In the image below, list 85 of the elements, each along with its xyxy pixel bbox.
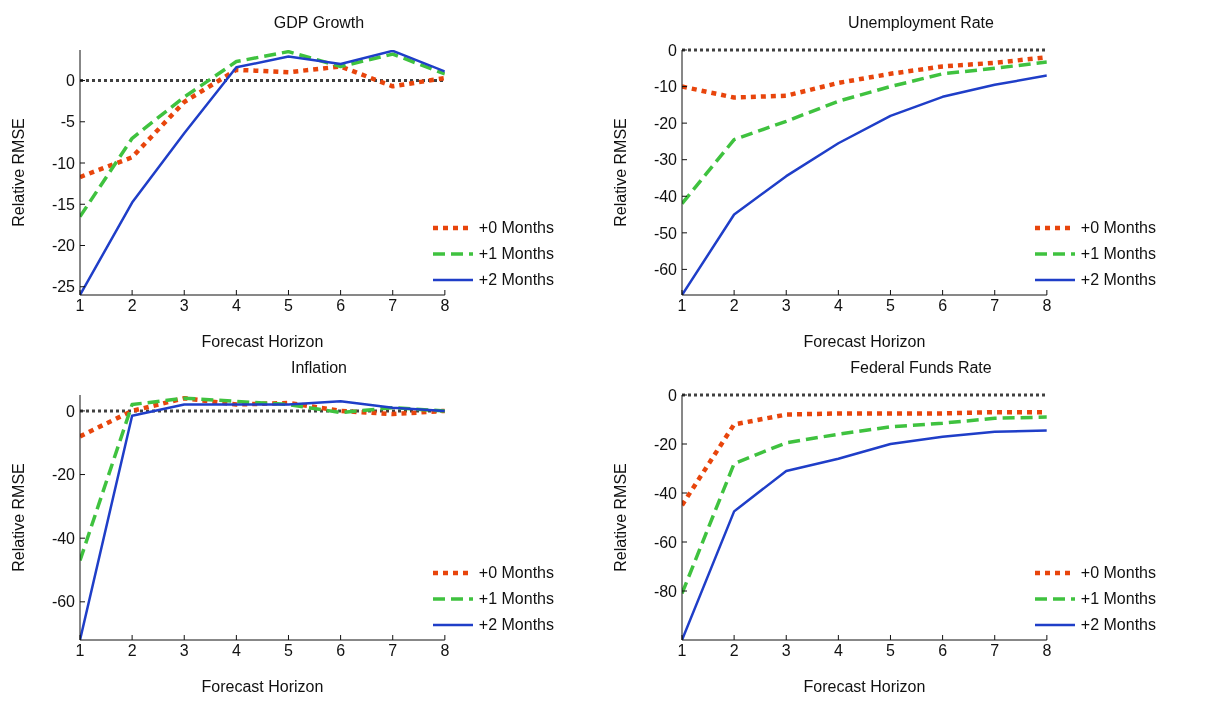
x-tick-label: 1 [75, 297, 85, 315]
line-series [682, 415, 1047, 596]
y-tick-label: -25 [51, 278, 76, 296]
y-tick-label: -60 [653, 261, 678, 279]
x-tick-label: 7 [388, 297, 398, 315]
x-tick-label: 7 [990, 297, 1000, 315]
x-tick-label: 1 [677, 297, 687, 315]
x-tick-label: 5 [284, 642, 294, 660]
x-tick-label: 8 [1042, 642, 1052, 660]
legend-label: +1 Months [478, 590, 554, 608]
x-tick-label: 6 [336, 642, 346, 660]
chart-title: Inflation [289, 359, 348, 377]
legend-label: +0 Months [478, 219, 554, 237]
y-tick-label: 0 [66, 402, 76, 420]
y-tick-label: -60 [653, 533, 678, 551]
y-tick-label: -10 [653, 78, 678, 96]
x-tick-label: 6 [336, 297, 346, 315]
y-axis-title: Relative RMSE [611, 118, 629, 227]
legend-label: +2 Months [478, 271, 554, 289]
y-axis-title: Relative RMSE [611, 463, 629, 572]
x-tick-label: 3 [781, 642, 791, 660]
y-tick-label: 0 [668, 386, 678, 404]
legend-label: +2 Months [1080, 616, 1156, 634]
y-tick-label: -30 [653, 151, 678, 169]
y-tick-label: -20 [653, 435, 678, 453]
chart-title: Unemployment Rate [847, 14, 995, 32]
line-series [80, 64, 445, 180]
y-tick-label: -60 [51, 593, 76, 611]
x-tick-label: 3 [781, 297, 791, 315]
x-tick-label: 1 [677, 642, 687, 660]
x-tick-label: 6 [938, 642, 948, 660]
line-series [80, 50, 445, 219]
y-tick-label: -10 [51, 154, 76, 172]
line-series [682, 60, 1047, 206]
y-tick-label: -50 [653, 224, 678, 242]
y-tick-label: -40 [653, 187, 678, 205]
x-tick-label: 5 [886, 297, 896, 315]
y-tick-label: -80 [653, 582, 678, 600]
x-tick-label: 2 [729, 297, 739, 315]
y-tick-label: -40 [653, 484, 678, 502]
x-tick-label: 4 [833, 297, 843, 315]
x-tick-label: 8 [1042, 297, 1052, 315]
y-tick-label: -20 [51, 237, 76, 255]
x-tick-label: 4 [231, 642, 241, 660]
x-tick-label: 3 [179, 642, 189, 660]
x-tick-label: 2 [127, 297, 137, 315]
legend-label: +1 Months [1080, 590, 1156, 608]
x-axis-title: Forecast Horizon [201, 678, 324, 695]
y-axis-title: Relative RMSE [9, 463, 27, 572]
y-tick-label: 0 [668, 41, 678, 59]
chart-title: GDP Growth [272, 14, 366, 32]
legend-label: +0 Months [1080, 219, 1156, 237]
y-tick-label: -5 [60, 113, 76, 131]
x-tick-label: 5 [284, 297, 294, 315]
line-series [80, 50, 445, 295]
line-series [80, 395, 445, 439]
y-tick-label: -40 [51, 529, 76, 547]
x-tick-label: 2 [127, 642, 137, 660]
x-tick-label: 7 [990, 642, 1000, 660]
legend-label: +2 Months [478, 616, 554, 634]
y-tick-label: -20 [51, 466, 76, 484]
x-tick-label: 4 [231, 297, 241, 315]
legend-label: +1 Months [478, 245, 554, 263]
y-tick-label: -15 [51, 195, 76, 213]
x-tick-label: 1 [75, 642, 85, 660]
legend-label: +1 Months [1080, 245, 1156, 263]
x-tick-label: 5 [886, 642, 896, 660]
x-axis-title: Forecast Horizon [201, 333, 324, 350]
x-tick-label: 2 [729, 642, 739, 660]
x-axis-title: Forecast Horizon [803, 678, 926, 695]
x-tick-label: 3 [179, 297, 189, 315]
x-tick-label: 8 [440, 642, 450, 660]
x-tick-label: 8 [440, 297, 450, 315]
line-series [80, 396, 445, 563]
y-axis-title: Relative RMSE [9, 118, 27, 227]
x-axis-title: Forecast Horizon [803, 333, 926, 350]
y-tick-label: -20 [653, 114, 678, 132]
x-tick-label: 6 [938, 297, 948, 315]
legend-label: +0 Months [478, 564, 554, 582]
legend-label: +2 Months [1080, 271, 1156, 289]
y-tick-label: 0 [66, 72, 76, 90]
legend-label: +0 Months [1080, 564, 1156, 582]
x-tick-label: 7 [388, 642, 398, 660]
x-tick-label: 4 [833, 642, 843, 660]
chart-title: Federal Funds Rate [849, 359, 993, 377]
